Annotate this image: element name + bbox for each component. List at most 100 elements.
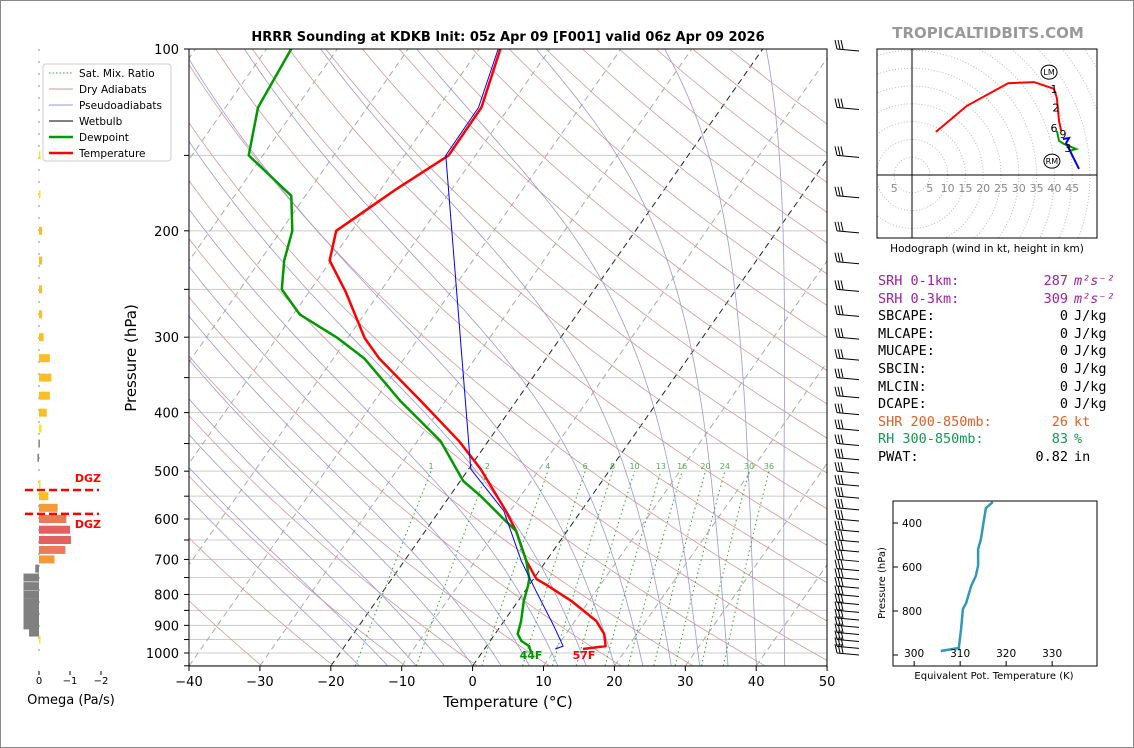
x-tick-label: 30 — [677, 675, 694, 690]
barb-staff — [836, 443, 860, 447]
omega-bar — [39, 408, 47, 417]
dry-adiabat — [288, 49, 827, 510]
barb-staff — [836, 395, 860, 399]
wind-barb — [834, 520, 860, 533]
wind-barb — [834, 328, 860, 340]
barb-feather — [834, 487, 838, 497]
barb-feather — [840, 498, 844, 508]
dgz-label: DGZ — [75, 518, 101, 531]
omega-bar — [39, 555, 55, 564]
stat-value: 0 — [1059, 308, 1068, 325]
barb-feather — [837, 434, 841, 444]
theta-e-x-tick-label: 300 — [904, 648, 924, 660]
omega-bar — [39, 256, 43, 265]
barb-feather — [834, 419, 838, 429]
legend-label: Temperature — [78, 148, 146, 160]
legend-label: Dry Adiabats — [79, 84, 147, 96]
theta-e-line — [940, 501, 994, 653]
wind-barb — [834, 643, 860, 656]
omega-bar — [39, 391, 50, 400]
wind-barb — [834, 608, 860, 621]
stat-row: RH 300-850mb: 83% — [878, 431, 1115, 449]
mixing-ratio-line — [701, 471, 750, 666]
storm-motion-marker — [1040, 64, 1058, 80]
barb-staff — [836, 412, 860, 416]
barb-feather — [834, 39, 838, 50]
hodograph — [877, 49, 1097, 238]
dry-adiabat — [189, 122, 827, 661]
omega-bar — [23, 606, 39, 615]
stat-label: SBCAPE: — [878, 308, 935, 325]
barb-feather — [834, 474, 838, 485]
wind-barb — [834, 349, 860, 361]
barb-feather — [837, 349, 841, 359]
stat-label: SRH 0-1km: — [878, 273, 960, 289]
barb-staff — [836, 558, 860, 562]
wind-barb — [834, 462, 860, 474]
barb-feather — [837, 462, 841, 472]
hodograph-ring-label: 5 — [891, 182, 898, 195]
barb-staff — [836, 617, 860, 621]
barb-staff — [836, 336, 860, 340]
barb-feather — [840, 280, 844, 290]
hodograph-ring-label: 30 — [1012, 182, 1026, 195]
barb-feather — [834, 403, 838, 413]
stat-row: MUCAPE: 0 J/kg — [878, 343, 1115, 361]
isotherm — [472, 158, 827, 666]
theta-e-x-tick-label: 330 — [1042, 648, 1062, 660]
omega-bar — [39, 492, 49, 501]
barb-feather — [840, 637, 844, 647]
stat-row: SRH 0-3km: 309 m²s⁻² — [878, 291, 1115, 309]
stat-value: 0 — [1059, 396, 1068, 413]
barb-feather — [834, 568, 838, 578]
barb-feather — [840, 328, 844, 338]
barb-staff — [836, 652, 860, 656]
dry-adiabat — [251, 49, 827, 546]
stat-unit: J/kg — [1074, 378, 1107, 395]
legend-label: Dewpoint — [79, 132, 129, 144]
barb-feather — [834, 593, 838, 603]
wetbulb-line — [445, 49, 564, 650]
barb-feather — [834, 601, 838, 611]
stat-row: MLCAPE: 0 J/kg — [878, 326, 1115, 344]
wind-barb — [834, 403, 860, 416]
omega-bar — [39, 354, 50, 363]
mixing-ratio-label: 30 — [744, 462, 754, 471]
x-tick-label: 20 — [606, 675, 623, 690]
wind-barb — [834, 593, 860, 606]
barb-staff — [836, 632, 860, 636]
omega-bar — [23, 613, 39, 622]
storm-motion-marker — [1043, 153, 1061, 169]
omega-bar — [39, 424, 42, 433]
mixing-ratio-label: 10 — [629, 462, 639, 471]
wind-barb — [834, 530, 860, 543]
barb-staff — [836, 549, 860, 553]
mixing-ratio-label: 1 — [429, 462, 434, 471]
hodograph-height-label: 3 — [1064, 142, 1071, 155]
barb-feather — [840, 540, 844, 551]
barb-feather — [834, 530, 838, 541]
dry-adiabat — [189, 238, 694, 666]
wind-barb — [834, 540, 860, 553]
barb-feather — [840, 559, 844, 569]
hodograph-ring-label: 40 — [1047, 182, 1061, 195]
barb-feather — [840, 630, 844, 640]
wind-barb — [834, 146, 860, 158]
mixing-ratio-label: 2 — [485, 462, 490, 471]
mixing-ratio-label: 24 — [720, 462, 730, 471]
barb-feather — [834, 637, 838, 647]
omega-bar — [35, 564, 39, 573]
omega-bar — [39, 535, 71, 544]
wind-barb — [834, 623, 860, 636]
stat-row: SRH 0-1km: 287 m²s⁻² — [878, 273, 1115, 291]
chart-title: HRRR Sounding at KDKB Init: 05z Apr 09 [… — [251, 30, 764, 45]
dry-adiabat — [189, 414, 478, 666]
hodograph-caption: Hodograph (wind in kt, height in km) — [890, 243, 1084, 255]
barb-staff — [836, 48, 860, 52]
barb-feather — [840, 252, 844, 262]
barb-feather — [840, 368, 844, 378]
barb-feather — [837, 221, 841, 231]
legend-label: Pseudoadiabats — [79, 100, 162, 112]
stat-row: MLCIN: 0 J/kg — [878, 379, 1115, 397]
